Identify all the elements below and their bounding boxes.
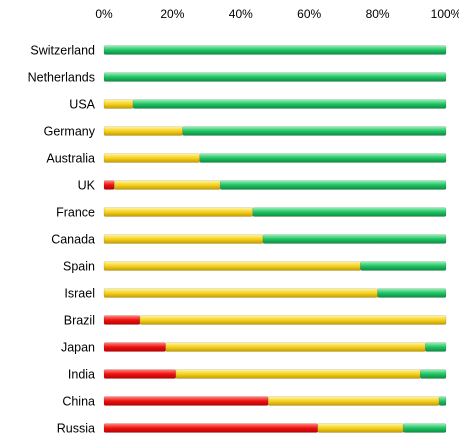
bar-segment — [377, 288, 447, 298]
x-axis: 0% 20% 40% 60% 80% 100% — [95, 7, 459, 21]
x-tick-label: 60% — [297, 7, 321, 21]
x-tick-label: 40% — [229, 7, 253, 21]
bar-segment — [103, 342, 166, 352]
bar-segment — [199, 153, 447, 163]
category-label: Canada — [51, 233, 95, 247]
category-label: Israel — [64, 287, 95, 301]
category-label: Australia — [46, 152, 95, 166]
category-label: Germany — [44, 125, 96, 139]
category-label: Spain — [63, 260, 95, 274]
category-label: USA — [69, 98, 95, 112]
bar-segment — [103, 72, 447, 82]
bar-segment — [103, 288, 378, 298]
bar-segment — [103, 207, 254, 217]
category-label: Netherlands — [28, 71, 95, 85]
bars — [103, 45, 447, 433]
category-label: India — [68, 368, 95, 382]
bar-segment — [103, 234, 264, 244]
bar-segment — [425, 342, 447, 352]
x-tick-label: 80% — [366, 7, 390, 21]
bar-segment — [317, 423, 404, 433]
bar-segment — [139, 315, 447, 325]
x-tick-label: 0% — [95, 7, 113, 21]
category-label: Brazil — [64, 314, 95, 328]
bar-segment — [103, 369, 177, 379]
bar-segment — [103, 423, 319, 433]
category-label: China — [62, 395, 95, 409]
bar-segment — [103, 45, 447, 55]
bar-segment — [103, 261, 361, 271]
bar-segment — [103, 153, 201, 163]
bar-segment — [113, 180, 221, 190]
bar-segment — [132, 99, 447, 109]
bar-segment — [402, 423, 447, 433]
bar-segment — [438, 396, 447, 406]
bar-segment — [165, 342, 426, 352]
category-label: UK — [78, 179, 96, 193]
bar-segment — [103, 99, 134, 109]
category-label: Switzerland — [30, 44, 95, 58]
x-tick-label: 100% — [431, 7, 459, 21]
category-label: France — [56, 206, 95, 220]
x-tick-label: 20% — [160, 7, 184, 21]
bar-segment — [360, 261, 447, 271]
bar-segment — [103, 126, 183, 136]
bar-segment — [182, 126, 447, 136]
y-axis: Switzerland Netherlands USA Germany Australi… — [28, 44, 96, 436]
bar-segment — [103, 396, 269, 406]
bar-segment — [103, 180, 115, 190]
bar-segment — [420, 369, 447, 379]
category-label: Japan — [61, 341, 95, 355]
bar-segment — [103, 315, 141, 325]
bar-segment — [267, 396, 440, 406]
bar-segment — [262, 234, 447, 244]
bar-segment — [219, 180, 447, 190]
bar-segment — [252, 207, 447, 217]
bar-segment — [175, 369, 421, 379]
category-label: Russia — [57, 422, 95, 436]
